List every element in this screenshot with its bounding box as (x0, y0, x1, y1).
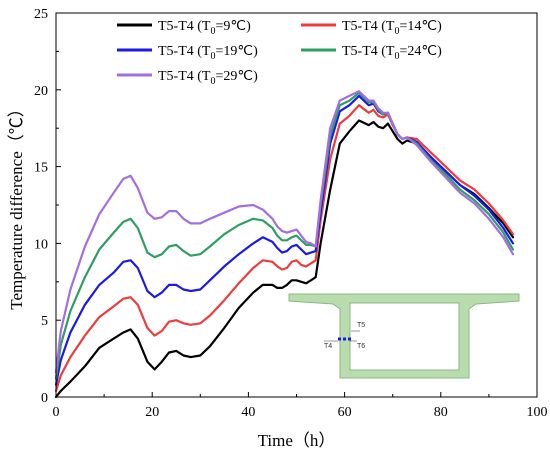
legend-label: T5-T4 (T0=14℃) (342, 19, 442, 37)
series-line-4 (54, 91, 515, 380)
x-tick-label: 40 (241, 405, 255, 420)
y-tick-label: 15 (34, 161, 48, 176)
y-tick-label: 25 (34, 7, 48, 22)
y-axis-title: Temperature difference（℃） (7, 100, 26, 309)
legend-label: T5-T4 (T0=29℃) (158, 69, 258, 87)
sensor-label-t6: T6 (357, 343, 365, 350)
y-tick-label: 0 (41, 391, 48, 406)
tick-labels: 0 20 40 60 80 100 0 5 10 15 20 25 (34, 7, 548, 420)
x-tick-label: 60 (338, 405, 352, 420)
x-axis-title: Time（h） (258, 431, 336, 450)
series-line-2 (54, 104, 515, 392)
series-line-1 (54, 119, 515, 399)
legend-entry-2: T5-T4 (T0=14℃) (301, 19, 442, 37)
legend-label: T5-T4 (T0=9℃) (158, 19, 251, 37)
series-group (54, 90, 515, 399)
legend-entry-5: T5-T4 (T0=29℃) (117, 69, 258, 87)
box-girder-cross-section-diagram: T5 T6 T4 (288, 293, 520, 379)
x-tick-label: 100 (527, 405, 548, 420)
legend: T5-T4 (T0=9℃) T5-T4 (T0=14℃) T5-T4 (T0=19℃… (117, 19, 442, 87)
legend-label: T5-T4 (T0=24℃) (342, 44, 442, 62)
x-tick-label: 0 (53, 405, 60, 420)
series-line-5 (54, 90, 515, 374)
legend-entry-3: T5-T4 (T0=19℃) (117, 44, 258, 62)
y-tick-label: 20 (34, 84, 48, 99)
y-tick-label: 5 (41, 314, 48, 329)
y-tick-label: 10 (34, 237, 48, 252)
legend-entry-4: T5-T4 (T0=24℃) (301, 44, 442, 62)
x-tick-label: 20 (145, 405, 159, 420)
x-tick-label: 80 (434, 405, 448, 420)
sensor-label-t5: T5 (357, 322, 365, 329)
plot-area (55, 12, 538, 398)
sensor-label-t4: T4 (324, 343, 332, 350)
legend-label: T5-T4 (T0=19℃) (158, 44, 258, 62)
legend-entry-1: T5-T4 (T0=9℃) (117, 19, 251, 37)
box-girder-section (288, 293, 520, 379)
